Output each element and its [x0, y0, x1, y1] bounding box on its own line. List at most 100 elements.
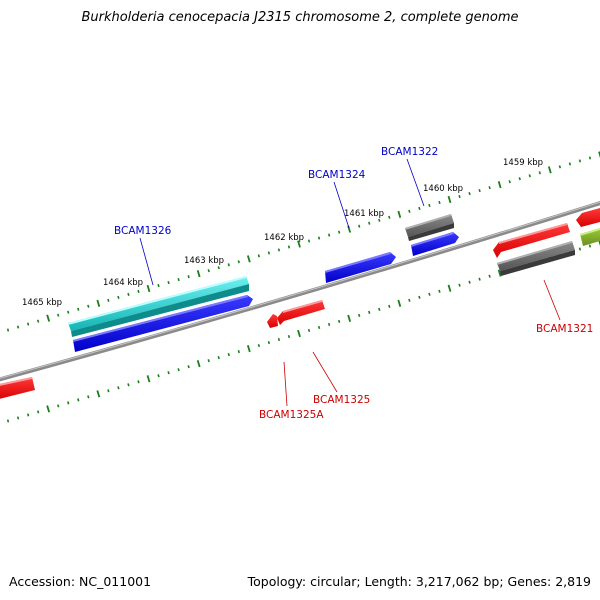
leader-bcam1325a [283, 361, 288, 407]
inner-scale-minor-tick [388, 304, 391, 308]
gene-bcam1322-blue[interactable] [411, 232, 459, 256]
outer-scale-minor-tick [6, 328, 10, 332]
gene-label-bcam1326[interactable]: BCAM1326 [114, 225, 172, 237]
gene-label-bcam1325[interactable]: BCAM1325 [313, 394, 370, 406]
outer-scale-minor-tick [307, 239, 311, 243]
gene-feature-left-red[interactable] [0, 377, 35, 400]
outer-scale-minor-tick [227, 263, 230, 267]
outer-scale-minor-tick [378, 218, 381, 222]
gene-bcam1325[interactable] [277, 300, 325, 325]
inner-scale-minor-tick [67, 401, 70, 405]
inner-scale-major-tick [297, 329, 301, 338]
gene-label-bcam1321[interactable]: BCAM1321 [536, 323, 593, 335]
outer-scale-minor-tick [578, 159, 582, 163]
gene-bcam1326-cyan[interactable] [68, 276, 249, 337]
outer-scale-major-tick [497, 181, 502, 189]
inner-scale-minor-tick [458, 283, 461, 287]
inner-scale-minor-tick [36, 410, 40, 414]
outer-scale-minor-tick [588, 156, 592, 160]
gene-bcam1322-gray[interactable] [405, 214, 454, 241]
outer-scale-minor-tick [538, 171, 541, 175]
inner-scale-minor-tick [117, 386, 120, 390]
outer-scale-major-tick [397, 210, 402, 218]
gene-label-bcam1324[interactable]: BCAM1324 [308, 169, 366, 181]
gene-bcam1326-blue[interactable] [73, 295, 253, 352]
gene-bcam1325a[interactable] [267, 314, 278, 328]
gene-bcam1321-gray[interactable] [497, 241, 575, 276]
inner-scale-minor-tick [227, 353, 230, 357]
scale-label-1462: 1462 kbp [264, 233, 304, 243]
inner-scale-minor-tick [217, 356, 220, 360]
genome-backbone [0, 201, 600, 382]
outer-scale-minor-tick [528, 174, 531, 178]
outer-scale-major-tick [297, 240, 301, 248]
scale-label-1464: 1464 kbp [103, 278, 143, 288]
inner-scale-minor-tick [137, 380, 140, 384]
scale-label-1460: 1460 kbp [423, 184, 463, 194]
outer-scale-minor-tick [287, 245, 291, 249]
inner-scale-minor-tick [307, 328, 311, 333]
inner-scale-minor-tick [488, 274, 491, 278]
outer-scale-major-tick [96, 299, 101, 307]
outer-scale-major-tick [447, 195, 452, 204]
outer-scale-minor-tick [388, 215, 391, 219]
inner-scale-major-tick [96, 390, 101, 398]
outer-scale-minor-tick [408, 209, 411, 213]
inner-scale-minor-tick [167, 371, 170, 375]
inner-scale-minor-tick [418, 295, 421, 299]
outer-scale-minor-tick [358, 224, 361, 228]
outer-scale-minor-tick [177, 278, 180, 282]
gene-feature-right-red[interactable] [576, 208, 600, 227]
inner-scale-minor-tick [468, 280, 471, 284]
outer-scale-minor-tick [77, 307, 80, 311]
outer-scale-minor-tick [257, 254, 261, 258]
inner-scale-major-tick [196, 360, 201, 368]
outer-scale-major-tick [547, 166, 552, 174]
inner-scale-minor-tick [107, 389, 110, 393]
inner-scale-minor-tick [77, 398, 80, 402]
leader-bcam1322 [406, 158, 425, 207]
outer-scale-minor-tick [127, 292, 130, 297]
outer-scale-minor-tick [508, 180, 511, 184]
gene-bcam1324[interactable] [325, 252, 396, 283]
accession-text: Accession: NC_011001 [9, 574, 152, 589]
inner-scale-minor-tick [57, 404, 60, 408]
outer-scale-minor-tick [418, 206, 421, 210]
outer-scale-minor-tick [207, 269, 210, 273]
outer-scale-minor-tick [317, 236, 321, 240]
outer-scale-minor-tick [167, 280, 170, 285]
scale-label-1465: 1465 kbp [22, 298, 62, 308]
inner-scale-minor-tick [16, 416, 20, 420]
inner-scale-major-tick [46, 405, 51, 413]
inner-scale-minor-tick [87, 395, 90, 399]
gene-feature-right-olive[interactable] [580, 228, 600, 246]
outer-scale-minor-tick [36, 319, 40, 323]
outer-scale-minor-tick [438, 200, 441, 205]
inner-scale-minor-tick [207, 359, 210, 363]
inner-scale-minor-tick [237, 350, 240, 354]
leader-bcam1326 [139, 237, 154, 286]
inner-scale-minor-tick [428, 292, 431, 296]
inner-scale-major-tick [447, 284, 452, 292]
outer-scale-major-tick [46, 314, 51, 322]
outer-scale-minor-tick [57, 313, 60, 317]
outer-scale-minor-tick [237, 260, 240, 264]
outer-scale-minor-tick [67, 310, 70, 314]
inner-scale-major-tick [497, 269, 502, 277]
gene-bcam1321-red[interactable] [493, 223, 570, 258]
inner-scale-minor-tick [267, 340, 271, 345]
inner-scale-major-tick [347, 314, 352, 323]
outer-scale-major-tick [246, 255, 251, 263]
inner-scale-minor-tick [408, 298, 411, 302]
inner-scale-minor-tick [6, 419, 10, 423]
inner-scale-minor-tick [26, 413, 30, 417]
outer-scale-minor-tick [117, 295, 120, 299]
inner-scale-major-tick [246, 344, 251, 353]
gene-label-bcam1325a[interactable]: BCAM1325A [259, 409, 324, 421]
inner-scale-minor-tick [438, 289, 441, 293]
outer-scale-minor-tick [187, 275, 190, 279]
gene-label-bcam1322[interactable]: BCAM1322 [381, 146, 438, 158]
inner-scale-minor-tick [277, 337, 281, 342]
leader-bcam1324 [333, 181, 350, 229]
